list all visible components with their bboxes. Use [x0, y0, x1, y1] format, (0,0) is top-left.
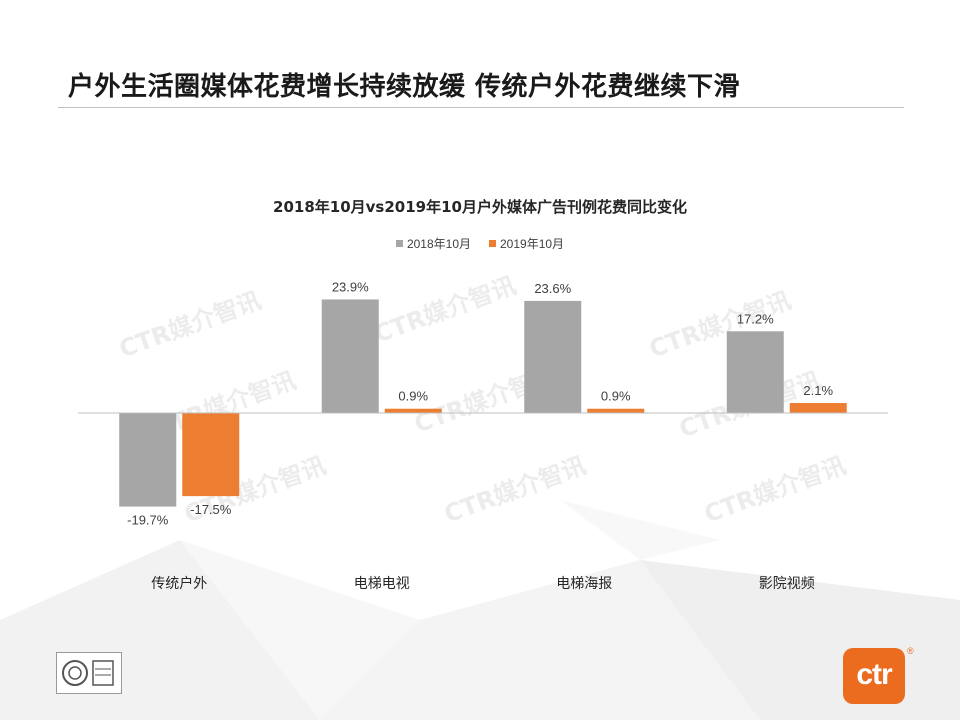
- chart-legend: 2018年10月 2019年10月: [0, 235, 960, 252]
- data-label: -17.5%: [190, 502, 232, 517]
- bar-2018: [321, 299, 379, 413]
- data-label: 17.2%: [737, 311, 774, 326]
- bar-2018: [726, 331, 784, 413]
- legend-swatch-2018: [395, 240, 403, 247]
- legend-label-2018: 2018年10月: [406, 237, 471, 251]
- certification-seal-icon: [62, 660, 114, 686]
- bar-2018: [524, 300, 582, 413]
- data-label: -19.7%: [127, 513, 169, 528]
- data-label: 2.1%: [803, 383, 833, 398]
- bar-2019: [587, 408, 645, 413]
- chart-title: 2018年10月vs2019年10月户外媒体广告刊例花费同比变化: [273, 198, 687, 216]
- category-label: 电梯海报: [556, 576, 612, 592]
- data-label: 0.9%: [601, 389, 631, 404]
- bar-2019: [789, 403, 847, 413]
- ctr-logo: ctr: [843, 648, 905, 704]
- title-divider: [58, 107, 904, 108]
- legend-swatch-2019: [489, 240, 496, 247]
- ctr-logo-text: ctr: [856, 658, 892, 691]
- data-label: 23.6%: [534, 281, 571, 296]
- legend-item-2018: 2018年10月: [395, 235, 471, 252]
- certification-logo: [56, 652, 122, 694]
- category-label: 传统户外: [151, 575, 207, 592]
- bar-2019: [182, 413, 240, 497]
- bar-2018: [119, 413, 177, 507]
- slide-title: 户外生活圈媒体花费增长持续放缓 传统户外花费继续下滑: [68, 72, 741, 102]
- category-label: 影院视频: [759, 576, 815, 592]
- legend-item-2019: 2019年10月: [489, 235, 564, 252]
- data-label: 0.9%: [398, 389, 428, 404]
- registered-mark: ®: [907, 646, 914, 656]
- data-label: 23.9%: [332, 279, 369, 294]
- legend-label-2019: 2019年10月: [500, 237, 565, 251]
- category-label: 电梯电视: [354, 576, 410, 592]
- bar-2019: [384, 408, 442, 413]
